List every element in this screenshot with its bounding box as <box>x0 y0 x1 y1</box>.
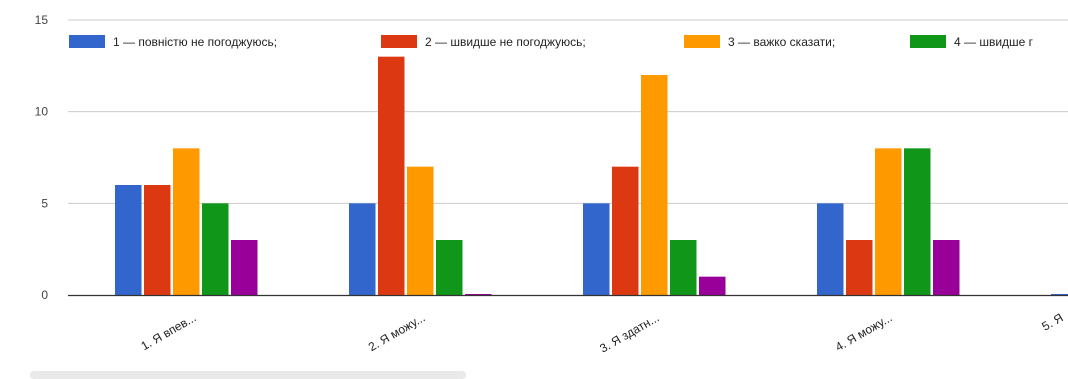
legend-item-label: 1 — повністю не погоджуюсь; <box>113 35 277 49</box>
x-axis-labels: 1. Я впев... 2. Я можу... 3. Я здатн... 4. … <box>138 310 1065 355</box>
legend-swatch <box>910 35 946 48</box>
legend[interactable]: 1 — повністю не погоджуюсь; 2 — швидше не… <box>69 35 1034 49</box>
y-tick-label: 0 <box>41 288 48 302</box>
x-category-label: 4. Я можу... <box>833 310 895 354</box>
horizontal-scrollbar[interactable] <box>30 371 466 379</box>
y-tick-label: 10 <box>35 105 49 119</box>
bar <box>115 185 142 295</box>
bar <box>436 240 463 295</box>
y-axis-ticks: 0 5 10 15 <box>35 13 49 302</box>
bar <box>202 203 229 295</box>
bar <box>1051 294 1068 295</box>
bar <box>407 166 434 295</box>
bar <box>465 294 492 295</box>
bar <box>933 240 960 295</box>
bars <box>115 56 1068 295</box>
legend-item-label: 2 — швидше не погоджуюсь; <box>425 35 586 49</box>
bar <box>817 203 844 295</box>
bar <box>904 148 931 295</box>
legend-swatch <box>69 35 105 48</box>
legend-item-label: 3 — важко сказати; <box>728 35 835 49</box>
bar <box>699 276 726 295</box>
bar <box>231 240 258 295</box>
bar <box>875 148 902 295</box>
legend-swatch <box>684 35 720 48</box>
legend-item-label: 4 — швидше г <box>954 35 1034 49</box>
x-category-label: 5. Я <box>1039 310 1065 333</box>
bar <box>583 203 610 295</box>
x-category-label: 2. Я можу... <box>366 310 428 354</box>
legend-swatch <box>381 35 417 48</box>
y-tick-label: 5 <box>41 196 48 210</box>
bar <box>349 203 376 295</box>
x-category-label: 1. Я впев... <box>138 310 198 353</box>
bar <box>173 148 200 295</box>
bar <box>670 240 697 295</box>
bar <box>144 185 171 295</box>
bar <box>641 75 668 295</box>
bar <box>612 166 639 295</box>
bar <box>378 56 405 295</box>
x-category-label: 3. Я здатн... <box>597 310 661 355</box>
bar <box>846 240 873 295</box>
y-tick-label: 15 <box>35 13 49 27</box>
